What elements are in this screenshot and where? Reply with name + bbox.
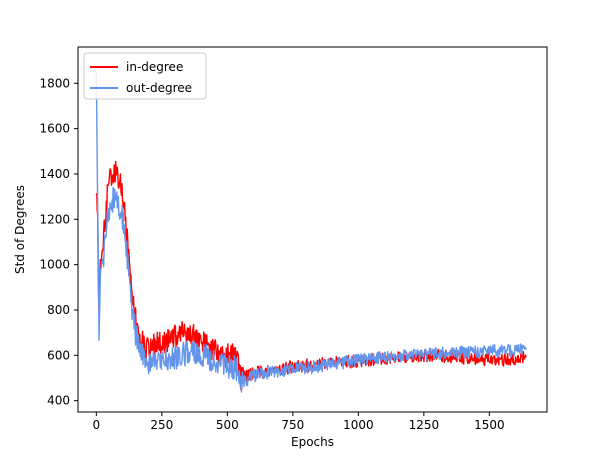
y-tick-label: 1600 xyxy=(39,122,70,136)
y-axis-title: Std of Degrees xyxy=(13,185,27,274)
x-tick-label: 1250 xyxy=(409,418,440,432)
x-axis: 0 250 500 750 1000 1250 1500 xyxy=(93,412,505,432)
y-tick-label: 400 xyxy=(47,394,70,408)
series-line-in-degree xyxy=(95,160,527,391)
legend-label-out-degree: out-degree xyxy=(126,81,192,95)
y-tick-label: 800 xyxy=(47,303,70,317)
legend-label-in-degree: in-degree xyxy=(126,60,183,74)
x-tick-label: 1000 xyxy=(343,418,374,432)
series-layer xyxy=(95,72,527,393)
legend: in-degree out-degree xyxy=(83,52,207,100)
y-tick-label: 1000 xyxy=(39,258,70,272)
x-axis-title: Epochs xyxy=(291,435,334,449)
x-tick-label: 1500 xyxy=(474,418,505,432)
x-tick-label: 250 xyxy=(150,418,173,432)
y-tick-label: 1800 xyxy=(39,76,70,90)
series-line-out-degree xyxy=(95,72,527,393)
plot-area xyxy=(77,46,548,413)
y-tick-label: 1400 xyxy=(39,167,70,181)
x-tick-label: 0 xyxy=(93,418,101,432)
y-axis: 400 600 800 1000 1200 1400 1600 1800 xyxy=(39,76,78,408)
y-tick-label: 600 xyxy=(47,348,70,362)
x-tick-label: 500 xyxy=(216,418,239,432)
plot-frame xyxy=(77,46,548,413)
x-tick-label: 750 xyxy=(281,418,304,432)
y-tick-label: 1200 xyxy=(39,212,70,226)
